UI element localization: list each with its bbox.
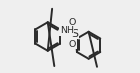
Text: NH: NH xyxy=(60,26,74,35)
Text: O: O xyxy=(69,18,76,28)
Text: S: S xyxy=(71,29,78,39)
Text: O: O xyxy=(69,40,76,49)
